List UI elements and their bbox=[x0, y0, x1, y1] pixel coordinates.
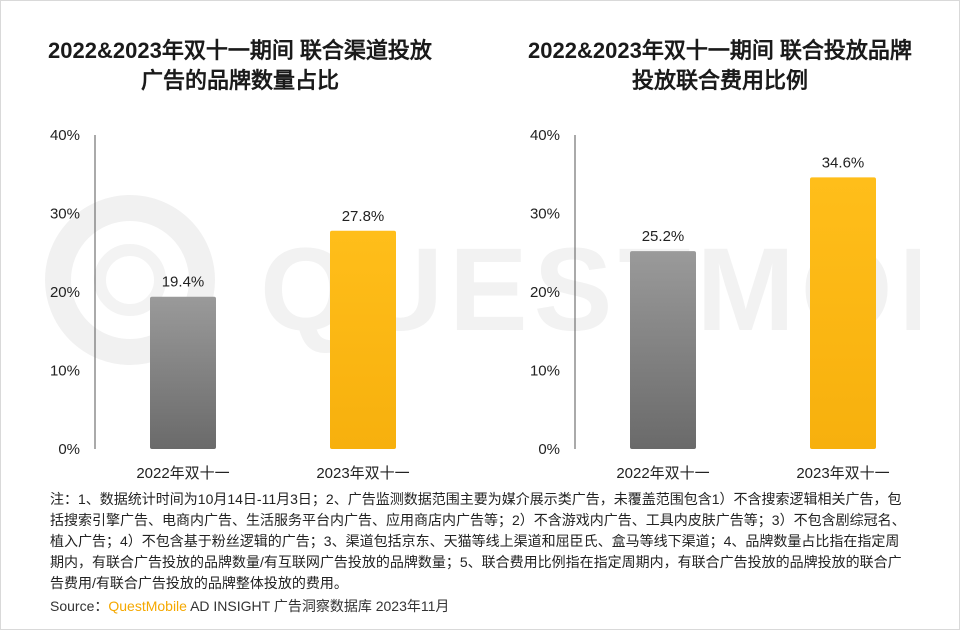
bar-1 bbox=[630, 251, 696, 449]
data-label: 34.6% bbox=[822, 154, 865, 171]
source-line: Source：QuestMobile AD INSIGHT 广告洞察数据库 20… bbox=[50, 596, 449, 616]
chart-title-right: 2022&2023年双十一期间 联合投放品牌 投放联合费用比例 bbox=[500, 36, 940, 96]
y-tick-label: 10% bbox=[530, 363, 560, 380]
y-tick-label: 30% bbox=[50, 206, 80, 223]
bar-chart-joint-spend-ratio: 0% 10% 20% 30% 40% 25.2% 2022年双十一 34.6% 2023年双十一 bbox=[530, 127, 890, 482]
data-label: 27.8% bbox=[342, 208, 385, 225]
y-tick-label: 0% bbox=[58, 441, 80, 458]
data-label: 25.2% bbox=[642, 228, 685, 245]
y-tick-label: 20% bbox=[530, 284, 560, 301]
source-label: Source： bbox=[50, 598, 109, 614]
source-brand: QuestMobile bbox=[108, 598, 187, 614]
y-tick-label: 40% bbox=[50, 127, 80, 144]
bar-chart-brand-count-share: 0% 10% 20% 30% 40% 19.4% 2022年双十一 27.8% 2023年双十一 bbox=[50, 127, 410, 482]
y-tick-label: 0% bbox=[538, 441, 560, 458]
y-tick-label: 10% bbox=[50, 363, 80, 380]
source-detail: AD INSIGHT 广告洞察数据库 2023年11月 bbox=[186, 598, 450, 614]
x-category-label: 2022年双十一 bbox=[616, 465, 709, 482]
chart-title-left-line1: 2022&2023年双十一期间 联合渠道投放 bbox=[48, 38, 432, 63]
chart-title-right-line1: 2022&2023年双十一期间 联合投放品牌 bbox=[528, 38, 912, 63]
chart-title-left-line2: 广告的品牌数量占比 bbox=[140, 68, 339, 93]
footnote: 注：1、数据统计时间为10月14日-11月3日；2、广告监测数据范围主要为媒介展… bbox=[50, 491, 906, 591]
bar-1 bbox=[150, 296, 216, 449]
x-category-label: 2022年双十一 bbox=[136, 465, 229, 482]
chart-title-right-line2: 投放联合费用比例 bbox=[631, 68, 808, 93]
data-label: 19.4% bbox=[162, 274, 205, 291]
bar-2 bbox=[810, 177, 876, 449]
y-tick-label: 30% bbox=[530, 206, 560, 223]
y-tick-label: 20% bbox=[50, 284, 80, 301]
bar-2 bbox=[330, 230, 396, 449]
x-category-label: 2023年双十一 bbox=[796, 465, 889, 482]
chart-title-left: 2022&2023年双十一期间 联合渠道投放 广告的品牌数量占比 bbox=[20, 36, 460, 96]
y-tick-label: 40% bbox=[530, 127, 560, 144]
x-category-label: 2023年双十一 bbox=[316, 465, 409, 482]
